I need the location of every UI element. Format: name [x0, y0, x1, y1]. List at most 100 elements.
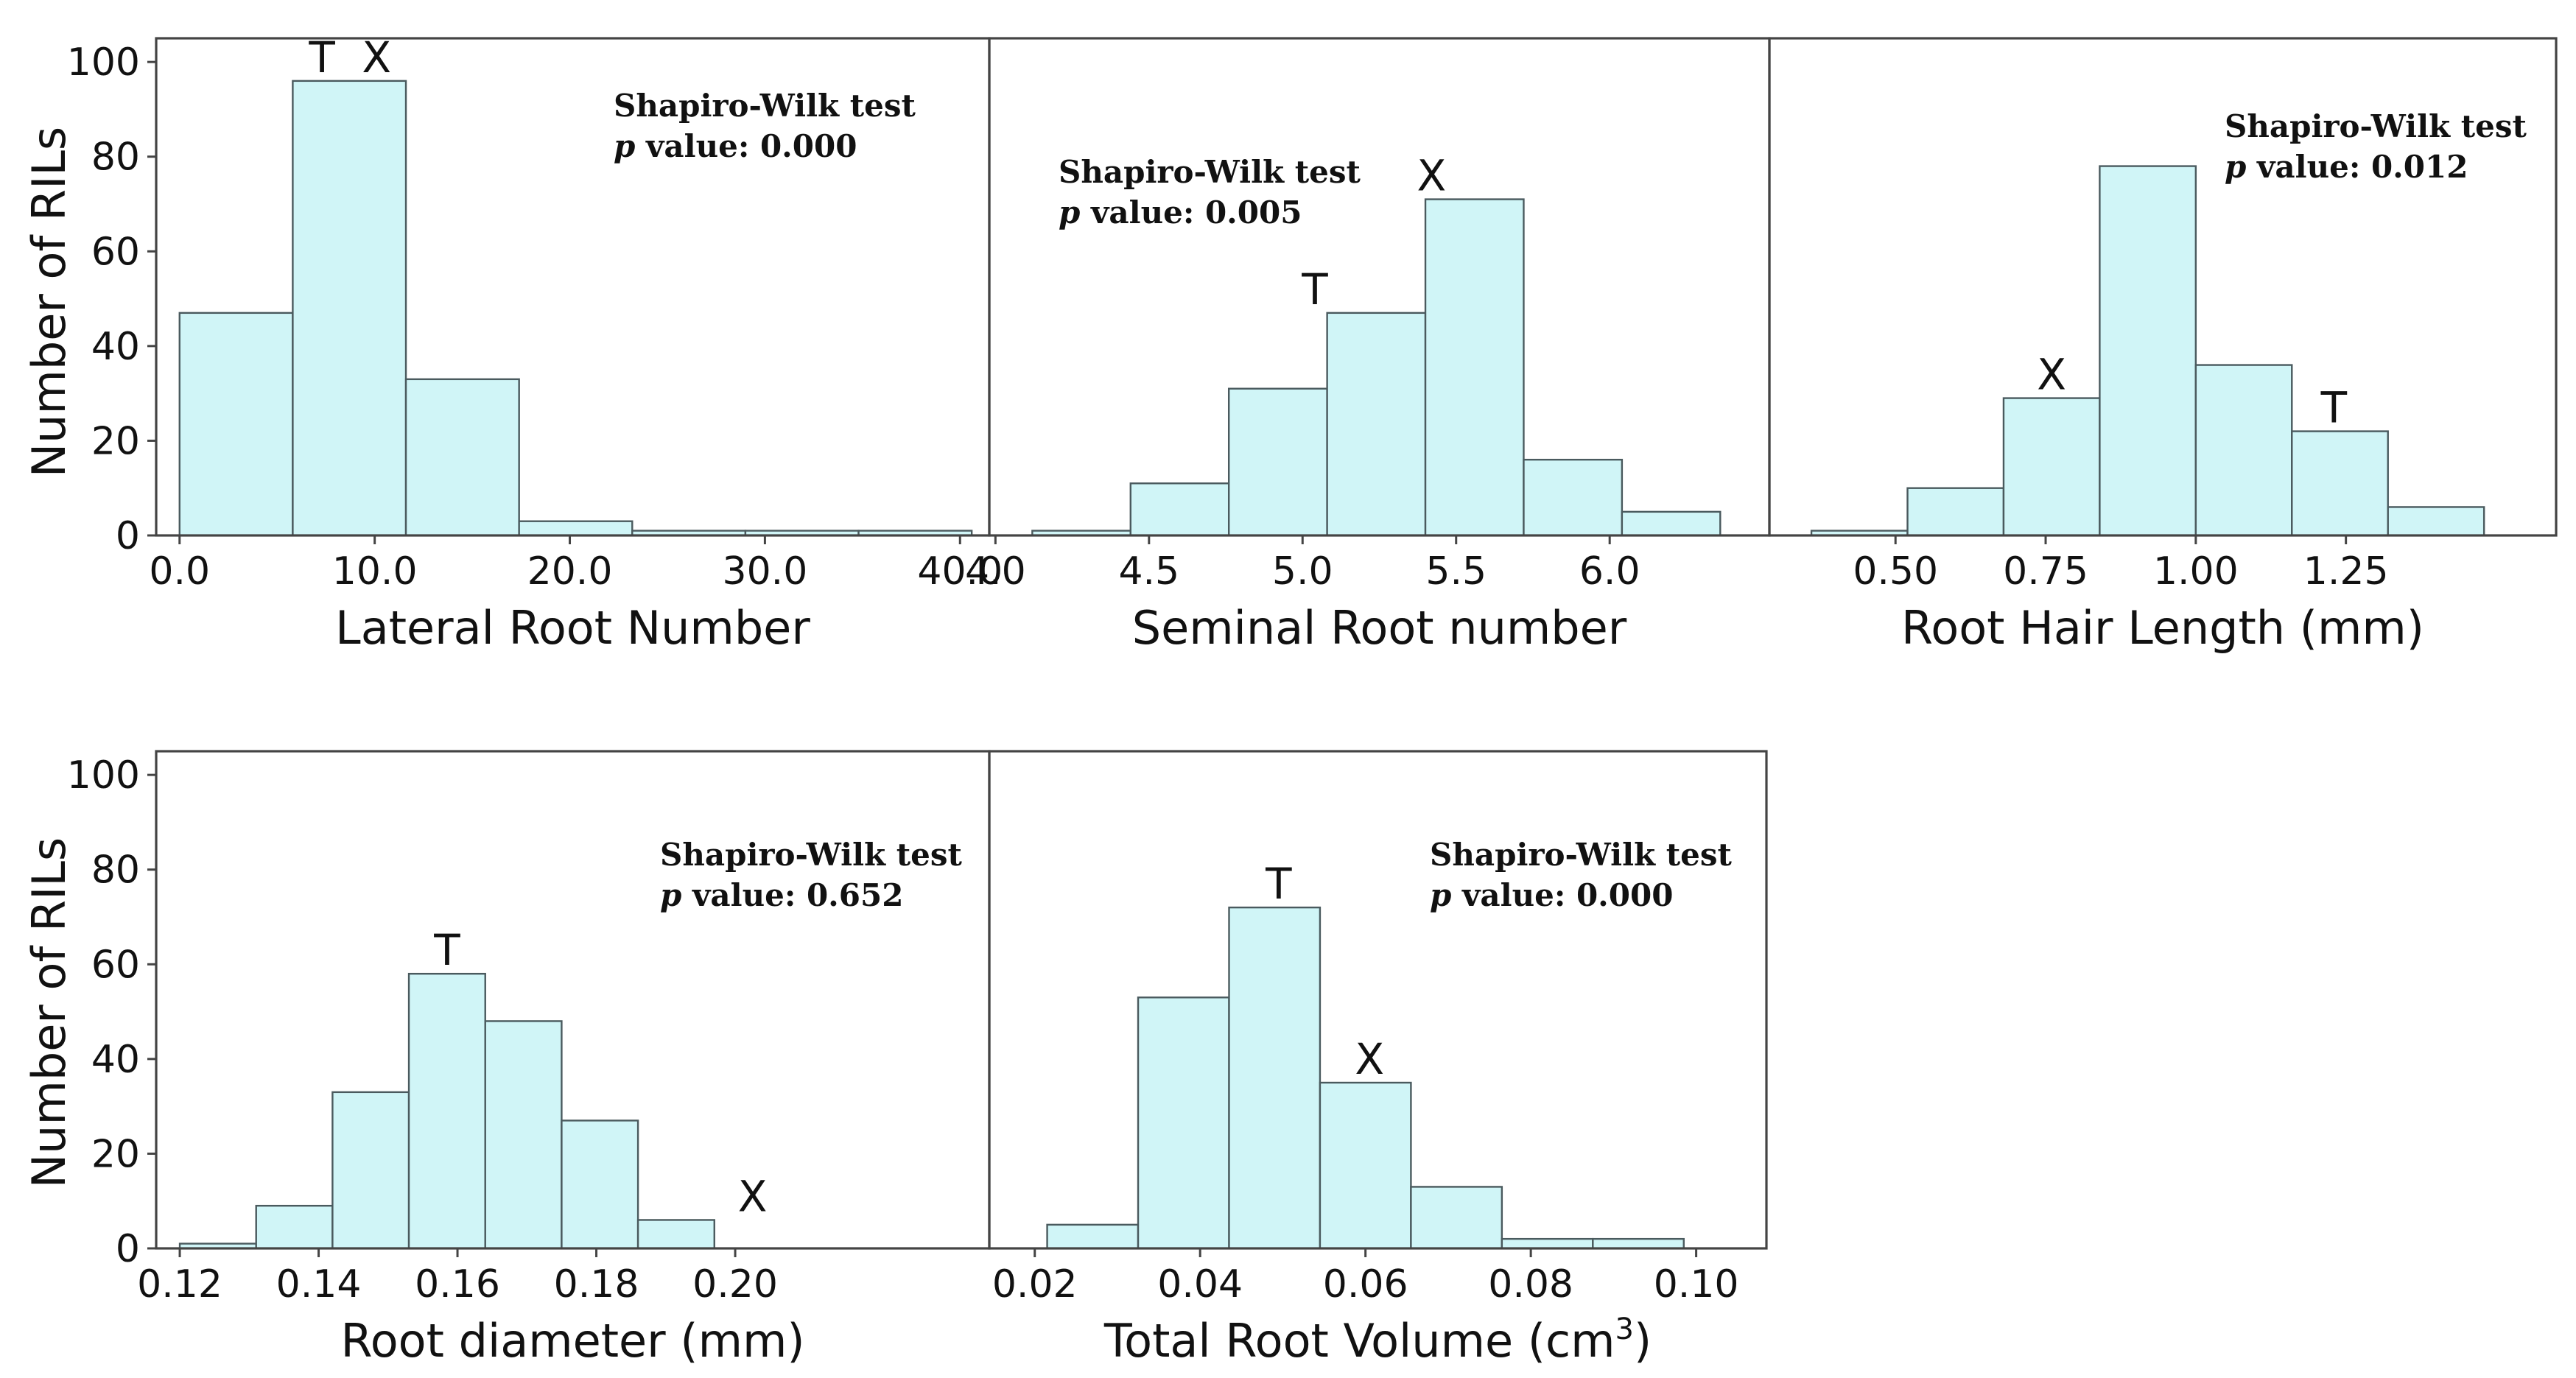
stat-test-label: Shapiro-Wilk test: [1430, 837, 1733, 873]
x-axis-title: Lateral Root Number: [335, 601, 810, 655]
histogram-bar: [255, 1204, 334, 1250]
y-tick-label: 20: [91, 419, 140, 463]
y-tick-label: 20: [91, 1132, 140, 1176]
y-tick-label: 0: [116, 514, 140, 558]
plot-frame: [988, 750, 1768, 1250]
y-tick-label: 60: [91, 230, 140, 274]
marker-x: X: [1355, 1034, 1384, 1084]
histogram-bar: [1227, 387, 1328, 537]
x-tick-label: 0.16: [415, 1262, 500, 1307]
x-tick-label: 0.02: [992, 1262, 1078, 1307]
x-tick-label: 0.50: [1853, 549, 1938, 594]
x-tick-label: 0.14: [276, 1262, 362, 1307]
stat-test-label: Shapiro-Wilk test: [1059, 154, 1361, 190]
histogram-bar: [1621, 510, 1722, 537]
histogram-bar: [178, 312, 294, 537]
y-axis-title-top: Number of RILs: [22, 127, 76, 477]
x-tick-label: 4.0: [965, 549, 1026, 594]
histogram-bar: [484, 1020, 563, 1250]
histogram-bar: [292, 80, 407, 537]
plot-frame: [1768, 37, 2558, 537]
y-tick-label: 40: [91, 1038, 140, 1082]
x-tick-label: 40.0: [917, 549, 1003, 594]
x-axis-title: Total Root Volume (cm3): [1103, 1312, 1652, 1368]
marker-t: T: [1301, 264, 1328, 314]
histogram-panel-1: 0.0 10.0 20.0 30.0 40.0 0 20 40 60 80 100 Lateral R…: [67, 32, 1003, 655]
y-tick-label: 60: [91, 943, 140, 987]
stat-test-label: Shapiro-Wilk test: [2225, 108, 2527, 144]
histogram-bar: [1319, 1081, 1412, 1250]
histogram-bar: [1326, 312, 1427, 537]
x-tick-label: 0.08: [1488, 1262, 1573, 1307]
histogram-bar: [407, 972, 486, 1250]
histogram-bar: [1523, 458, 1624, 537]
marker-t: T: [1265, 859, 1292, 909]
stat-p-value: p value: 0.012: [2225, 149, 2468, 185]
histogram-bar: [2194, 364, 2293, 537]
histogram-bar: [1410, 1186, 1503, 1250]
histogram-bar: [404, 378, 520, 537]
stat-p-value: p value: 0.005: [1059, 194, 1302, 231]
histogram-bar: [561, 1119, 639, 1250]
x-tick-label: 1.00: [2153, 549, 2239, 594]
histogram-bar: [1046, 1223, 1140, 1250]
histogram-bar: [1424, 198, 1525, 537]
stat-p-value: p value: 0.000: [1430, 877, 1673, 913]
histogram-bar: [518, 520, 634, 537]
x-axis-title: Root Hair Length (mm): [1901, 601, 2424, 655]
stat-p-value: p value: 0.652: [660, 877, 903, 913]
x-tick-label: 0.0: [149, 549, 210, 594]
x-tick-label: 6.0: [1579, 549, 1640, 594]
x-tick-label: 0.10: [1654, 1262, 1739, 1307]
x-tick-label: 0.75: [2003, 549, 2088, 594]
marker-t: T: [308, 32, 335, 82]
x-tick-label: 5.5: [1425, 549, 1487, 594]
histogram-bar: [2099, 165, 2197, 537]
histogram-bar: [2291, 430, 2389, 537]
stat-test-label: Shapiro-Wilk test: [614, 88, 916, 124]
x-axis-title: Seminal Root number: [1132, 601, 1627, 655]
y-tick-label: 80: [91, 848, 140, 893]
y-tick-label: 100: [67, 753, 140, 798]
x-tick-label: 4.5: [1118, 549, 1179, 594]
x-tick-label: 0.18: [554, 1262, 639, 1307]
histogram-bar: [1137, 996, 1230, 1250]
y-tick-label: 0: [116, 1227, 140, 1271]
histogram-bar: [331, 1091, 410, 1250]
y-tick-label: 100: [67, 41, 140, 85]
y-tick-label: 40: [91, 325, 140, 369]
histogram-bar: [2002, 397, 2101, 537]
histogram-panel-3: 0.50 0.75 1.00 1.25 Root Hair Length (mm) X T S…: [1768, 37, 2558, 655]
marker-x: X: [1417, 151, 1447, 201]
marker-x: X: [2037, 350, 2066, 400]
x-tick-label: 20.0: [527, 549, 613, 594]
histogram-bar: [1592, 1237, 1685, 1250]
x-tick-label: 0.04: [1157, 1262, 1243, 1307]
y-axis-title-bottom: Number of RILs: [22, 837, 76, 1188]
histogram-bar: [1906, 487, 2005, 537]
x-tick-label: 0.20: [692, 1262, 778, 1307]
histogram-panel-4: 0.12 0.14 0.16 0.18 0.20 0 20 40 60 80 100 Root dia…: [67, 750, 991, 1368]
y-tick-label: 80: [91, 136, 140, 180]
x-tick-label: 1.25: [2303, 549, 2389, 594]
stat-p-value: p value: 0.000: [614, 128, 857, 164]
x-tick-label: 0.06: [1323, 1262, 1408, 1307]
x-tick-label: 5.0: [1272, 549, 1333, 594]
marker-x: X: [362, 32, 391, 82]
marker-x: X: [738, 1171, 768, 1221]
x-tick-label: 30.0: [723, 549, 808, 594]
histogram-panel-2: 4.0 4.5 5.0 5.5 6.0 Seminal Root number T X Shap…: [965, 37, 1771, 655]
x-tick-label: 0.12: [137, 1262, 222, 1307]
histogram-bar: [1501, 1237, 1594, 1250]
histogram-bar: [1129, 482, 1230, 537]
x-axis-title: Root diameter (mm): [340, 1314, 804, 1368]
marker-t: T: [2320, 383, 2348, 433]
stat-test-label: Shapiro-Wilk test: [660, 837, 963, 873]
x-tick-label: 10.0: [332, 549, 418, 594]
marker-t: T: [433, 925, 460, 975]
histogram-bar: [1228, 906, 1322, 1250]
histogram-bar: [636, 1219, 715, 1250]
histogram-bar: [2387, 506, 2485, 537]
